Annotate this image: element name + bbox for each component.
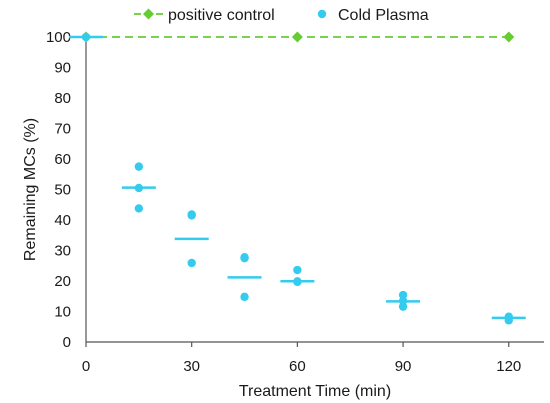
cold-plasma-point xyxy=(504,316,513,325)
cold-plasma-point xyxy=(134,183,144,193)
y-tick-label: 80 xyxy=(54,90,71,107)
cold-plasma-point xyxy=(134,204,144,213)
cold-plasma-point xyxy=(187,258,196,268)
y-tick-label: 30 xyxy=(54,243,71,260)
cold-plasma-point xyxy=(398,290,408,300)
y-tick-label: 20 xyxy=(54,273,71,290)
cold-plasma-point xyxy=(293,277,302,287)
x-tick-label: 120 xyxy=(496,358,521,375)
y-tick-label: 40 xyxy=(54,212,71,229)
cold-plasma-point xyxy=(81,32,91,42)
x-tick-label: 60 xyxy=(289,358,306,375)
positive-control-series xyxy=(80,31,515,43)
y-tick-label: 0 xyxy=(63,334,71,351)
x-tick-label: 30 xyxy=(183,358,200,375)
x-axis-ticks: 0 30 60 90 120 xyxy=(82,342,521,375)
cold-plasma-point xyxy=(293,265,302,275)
y-tick-label: 10 xyxy=(54,304,71,321)
y-tick-label: 70 xyxy=(54,121,71,138)
y-tick-label: 60 xyxy=(54,151,71,168)
y-tick-label: 100 xyxy=(46,29,71,46)
cold-plasma-series xyxy=(69,32,526,325)
legend-marker-positive-control xyxy=(143,8,154,20)
cold-plasma-point xyxy=(398,302,408,311)
positive-control-point xyxy=(503,31,515,43)
legend-item-positive-control xyxy=(134,8,163,20)
cold-plasma-point xyxy=(398,296,408,306)
x-tick-label: 0 xyxy=(82,358,90,375)
y-axis-title: Remaining MCs (%) xyxy=(22,118,39,261)
legend: positive control Cold Plasma xyxy=(134,7,429,24)
y-tick-label: 50 xyxy=(54,182,71,199)
legend-label-cold-plasma: Cold Plasma xyxy=(338,7,429,24)
y-tick-label: 90 xyxy=(54,60,71,77)
legend-label-positive-control: positive control xyxy=(168,7,275,24)
x-axis-title: Treatment Time (min) xyxy=(239,383,391,400)
x-tick-label: 90 xyxy=(395,358,412,375)
cold-plasma-point xyxy=(187,211,196,220)
axes xyxy=(85,35,544,343)
cold-plasma-point xyxy=(134,162,144,171)
positive-control-point xyxy=(291,31,303,43)
legend-marker-cold-plasma xyxy=(317,9,327,19)
cold-plasma-point xyxy=(240,292,249,302)
y-axis-ticks: 0 10 20 30 40 50 60 70 80 90 100 xyxy=(46,29,71,351)
cold-plasma-point xyxy=(240,253,249,263)
legend-item-cold-plasma xyxy=(317,9,327,19)
